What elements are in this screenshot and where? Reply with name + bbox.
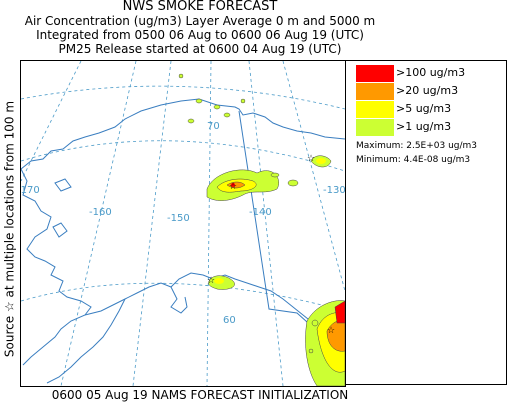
kenai <box>170 286 188 314</box>
plume-north <box>178 73 246 124</box>
source-star-icon: ☆ <box>327 326 335 336</box>
source-side-label: Source ☆ at multiple locations from 100 … <box>2 100 17 358</box>
lon-140-line <box>248 61 284 386</box>
source-star-icon: ☆ <box>307 154 315 164</box>
graticule <box>21 61 345 386</box>
west-coast <box>21 168 92 366</box>
lon-150-label: -150 <box>167 213 190 224</box>
peninsula <box>46 298 126 384</box>
legend-label: >100 ug/m3 <box>396 66 466 79</box>
subtitle-release: PM25 Release started at 0600 04 Aug 19 (… <box>58 42 342 56</box>
lat-60-line <box>21 282 345 312</box>
legend-swatch <box>356 83 394 100</box>
lon-140-label: -140 <box>249 207 272 218</box>
island-2 <box>54 178 72 192</box>
subtitle-layer: Air Concentration (ug/m3) Layer Average … <box>24 14 376 28</box>
legend-swatch <box>356 65 394 82</box>
lat-80-line <box>21 85 345 110</box>
plume-east <box>310 155 332 168</box>
lat-60-label: 60 <box>223 315 236 326</box>
legend-label: >20 ug/m3 <box>396 84 459 97</box>
plume-southeast <box>305 300 345 386</box>
subtitle-integration: Integrated from 0500 06 Aug to 0600 06 A… <box>36 28 364 42</box>
lon-170-label: -170 <box>21 185 40 196</box>
legend-swatch <box>356 119 394 136</box>
legend-item: >1 ug/m3 <box>356 119 496 136</box>
lat-70-label: 70 <box>207 121 220 132</box>
plume-south <box>208 275 235 290</box>
map-title: NWS SMOKE FORECAST <box>122 0 278 14</box>
island-1 <box>52 222 68 238</box>
lat-70-line <box>21 140 345 172</box>
south-coast <box>84 272 344 386</box>
legend-item: >100 ug/m3 <box>356 65 496 82</box>
north-coast <box>21 98 345 170</box>
source-star-icon: ☆ <box>229 182 237 192</box>
footer-initialization: 0600 05 Aug 19 NAMS FORECAST INITIALIZAT… <box>51 388 349 402</box>
lon-180-line <box>21 61 82 182</box>
map-canvas: ☆ ☆ ☆ ☆ 70 60 -170 -160 -150 -140 -130 <box>21 61 345 386</box>
smoke-plumes <box>178 73 345 386</box>
forecast-map: ☆ ☆ ☆ ☆ 70 60 -170 -160 -150 -140 -130 <box>20 60 346 387</box>
maximum-value: Maximum: 2.5E+03 ug/m3 <box>356 141 478 151</box>
legend-label: >1 ug/m3 <box>396 120 452 133</box>
lon-170-line <box>60 61 137 386</box>
legend-item: >20 ug/m3 <box>356 83 496 100</box>
lon-150-line <box>206 61 212 386</box>
lon-160-line <box>132 61 172 386</box>
legend-swatch <box>356 101 394 118</box>
source-markers: ☆ ☆ ☆ ☆ <box>207 154 335 336</box>
plume-central <box>206 169 299 201</box>
legend-label: >5 ug/m3 <box>396 102 452 115</box>
legend-item: >5 ug/m3 <box>356 101 496 118</box>
lon-160-label: -160 <box>89 207 112 218</box>
coastline <box>21 98 345 386</box>
legend-panel: >100 ug/m3 >20 ug/m3 >5 ug/m3 >1 ug/m3 M… <box>345 60 507 385</box>
lon-130-line <box>282 61 345 292</box>
lon-130-label: -130 <box>323 185 345 196</box>
source-star-icon: ☆ <box>207 276 215 286</box>
minimum-value: Minimum: 4.4E-08 ug/m3 <box>356 155 471 165</box>
